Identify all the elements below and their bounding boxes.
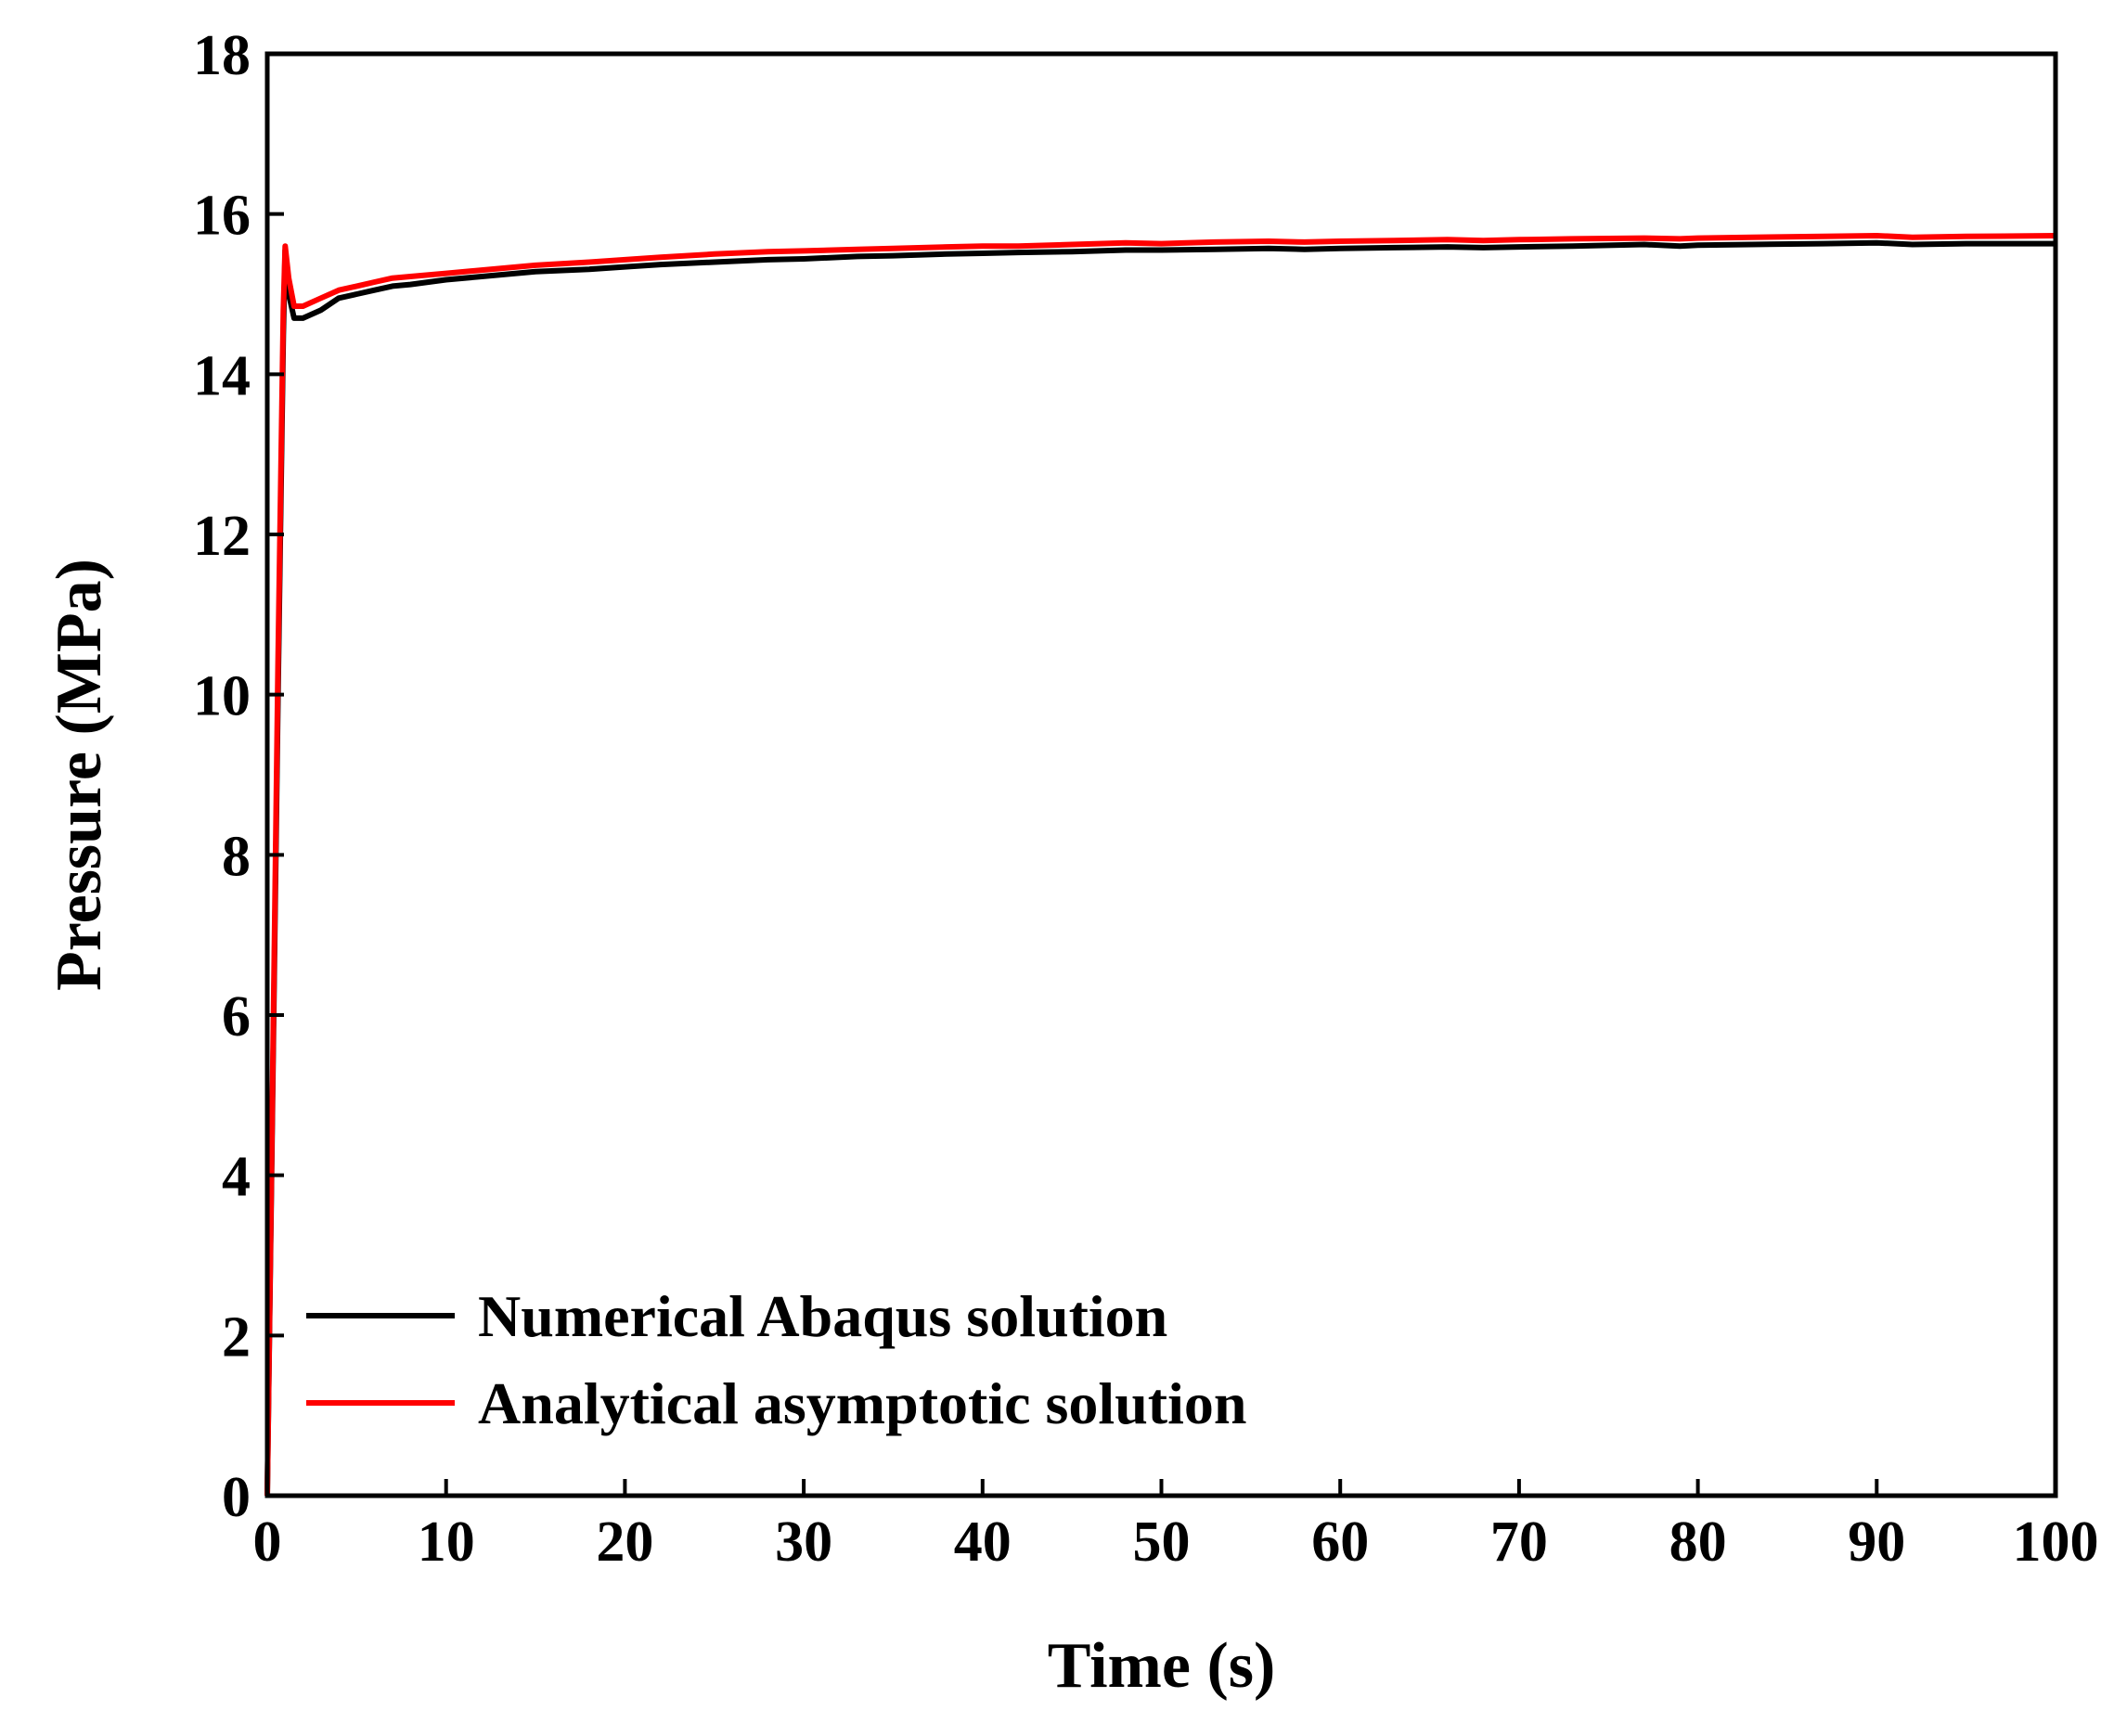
series-line-numerical bbox=[264, 239, 2056, 1497]
y-tick-label: 0 bbox=[222, 1466, 251, 1529]
legend-label-numerical: Numerical Abaqus solution bbox=[478, 1283, 1167, 1349]
y-tick-label: 4 bbox=[222, 1146, 251, 1209]
legend: Numerical Abaqus solution Analytical asy… bbox=[306, 1283, 1246, 1436]
x-tick-label: 10 bbox=[418, 1511, 475, 1574]
series-line-analytical bbox=[264, 233, 2056, 1497]
x-tick-label: 40 bbox=[954, 1511, 1012, 1574]
y-tick-label: 6 bbox=[222, 985, 251, 1048]
y-tick-label: 16 bbox=[193, 185, 251, 248]
x-tick-label: 20 bbox=[596, 1511, 653, 1574]
x-tick-label: 90 bbox=[1848, 1511, 1905, 1574]
x-tick-label: 50 bbox=[1133, 1511, 1191, 1574]
y-tick-label: 8 bbox=[222, 825, 251, 888]
x-tick-label: 80 bbox=[1669, 1511, 1727, 1574]
y-tick-label: 10 bbox=[193, 665, 251, 728]
x-tick-label: 60 bbox=[1311, 1511, 1369, 1574]
series-layer bbox=[264, 233, 2056, 1497]
x-tick-label: 0 bbox=[253, 1511, 282, 1574]
ticks-layer: 0 10 20 30 40 50 60 70 80 90 100 0 2 4 6 8 10 12 14 16 18 bbox=[193, 24, 2099, 1574]
x-tick-label: 100 bbox=[2013, 1511, 2099, 1574]
x-tick-label: 70 bbox=[1490, 1511, 1548, 1574]
y-tick-label: 2 bbox=[222, 1305, 251, 1369]
y-tick-label: 14 bbox=[193, 344, 251, 407]
legend-label-analytical: Analytical asymptotic solution bbox=[478, 1370, 1246, 1436]
x-axis-title: Time (s) bbox=[1048, 1630, 1276, 1702]
y-tick-label: 12 bbox=[193, 505, 251, 568]
y-axis-title: Pressure (MPa) bbox=[44, 559, 115, 991]
x-tick-label: 30 bbox=[775, 1511, 832, 1574]
y-tick-label: 18 bbox=[193, 24, 251, 87]
